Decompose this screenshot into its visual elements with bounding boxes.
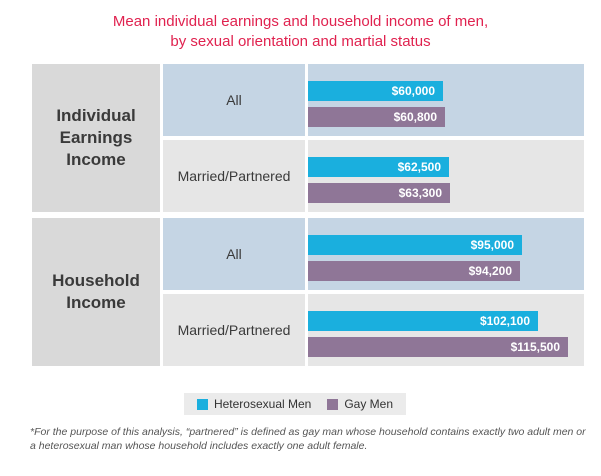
footnote: *For the purpose of this analysis, “part…: [30, 426, 586, 452]
bar-value-label: $62,500: [397, 160, 441, 174]
bar-gay: $115,500: [308, 337, 568, 357]
bar-chart: Individual Earnings Income All $60,000 $60,80…: [32, 64, 584, 366]
group-label: Individual Earnings Income: [32, 64, 160, 212]
legend-item-heterosexual: Heterosexual Men: [196, 397, 312, 411]
subgroup-label: All: [163, 64, 305, 136]
chart-title-line-2: by sexual orientation and martial status: [170, 33, 431, 50]
bar-value-label: $95,000: [470, 238, 514, 252]
bar-heterosexual: $95,000: [308, 235, 522, 255]
chart-title-line-1: Mean individual earnings and household i…: [112, 13, 489, 30]
bar-value-label: $94,200: [468, 264, 512, 278]
group-label-line: Earnings: [59, 128, 133, 147]
bar-heterosexual: $62,500: [308, 157, 449, 177]
group-label-line: Household: [52, 271, 140, 290]
bar-heterosexual: $60,000: [308, 81, 443, 101]
bar-value-label: $63,300: [398, 186, 442, 200]
bar-value-label: $60,000: [391, 84, 435, 98]
group-label-line: Individual: [56, 106, 136, 125]
bar-value-label: $60,800: [393, 110, 437, 124]
legend-item-gay: Gay Men: [327, 397, 393, 411]
legend-swatch-heterosexual: [196, 398, 208, 410]
chart-title: Mean individual earnings and household i…: [0, 12, 601, 52]
bar-value-label: $115,500: [510, 340, 560, 354]
bar-heterosexual: $102,100: [308, 311, 538, 331]
group-label: Household Income: [32, 218, 160, 366]
bar-gay: $63,300: [308, 183, 450, 203]
subgroup-label: Married/Partnered: [163, 294, 305, 366]
bar-value-label: $102,100: [479, 314, 530, 328]
legend: Heterosexual Men Gay Men: [184, 393, 406, 415]
legend-swatch-gay: [327, 398, 339, 410]
legend-label-gay: Gay Men: [344, 397, 394, 411]
bar-gay: $94,200: [308, 261, 520, 281]
subgroup-label: All: [163, 218, 305, 290]
bar-gay: $60,800: [308, 107, 445, 127]
legend-label-heterosexual: Heterosexual Men: [213, 397, 312, 411]
group-label-line: Income: [66, 150, 126, 169]
group-label-line: Income: [66, 293, 126, 312]
subgroup-label: Married/Partnered: [163, 140, 305, 212]
